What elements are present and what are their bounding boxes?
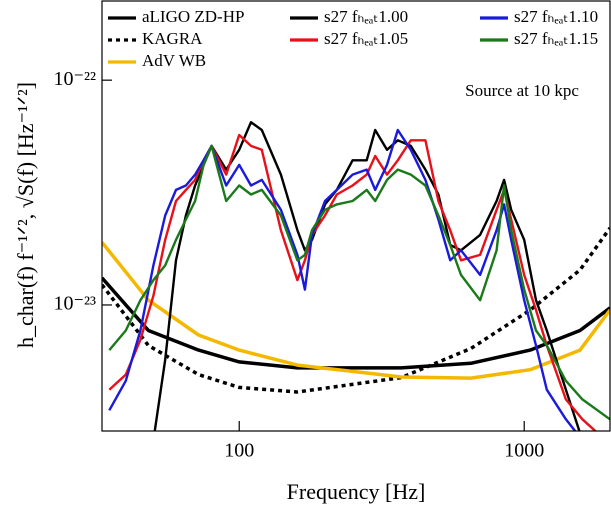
series-line xyxy=(108,144,610,421)
x-axis-label: Frequency [Hz] xyxy=(287,479,426,504)
legend-label: s27 fₕₑₐₜ1.05 xyxy=(324,29,408,48)
legend: aLIGO ZD-HP KAGRA AdV WB s27 fₕₑₐₜ1.00 s27 f… xyxy=(108,7,598,70)
legend-label: s27 fₕₑₐₜ1.10 xyxy=(514,7,598,26)
legend-label: s27 fₕₑₐₜ1.00 xyxy=(324,7,408,26)
annotation-box xyxy=(450,80,595,104)
series-line xyxy=(102,226,610,394)
y-tick-label: 10⁻²³ xyxy=(53,293,96,315)
series-line xyxy=(102,276,610,370)
plot-area xyxy=(102,121,610,431)
annotation: Source at 10 kpc xyxy=(465,81,579,100)
y-tick-label: 10⁻²² xyxy=(53,68,96,90)
x-tick-label: 100 xyxy=(224,440,254,462)
legend-label: KAGRA xyxy=(142,29,203,48)
series-line xyxy=(108,128,577,431)
plot-frame xyxy=(101,0,611,432)
legend-label: AdV WB xyxy=(142,51,206,70)
legend-label: s27 fₕₑₐₜ1.15 xyxy=(514,29,598,48)
legend-label: aLIGO ZD-HP xyxy=(142,7,244,26)
x-tick-label: 1000 xyxy=(504,440,544,462)
y-axis-label: h_char(f) f⁻¹ᐟ², √S(f) [Hz⁻¹ᐟ²] xyxy=(13,82,38,348)
